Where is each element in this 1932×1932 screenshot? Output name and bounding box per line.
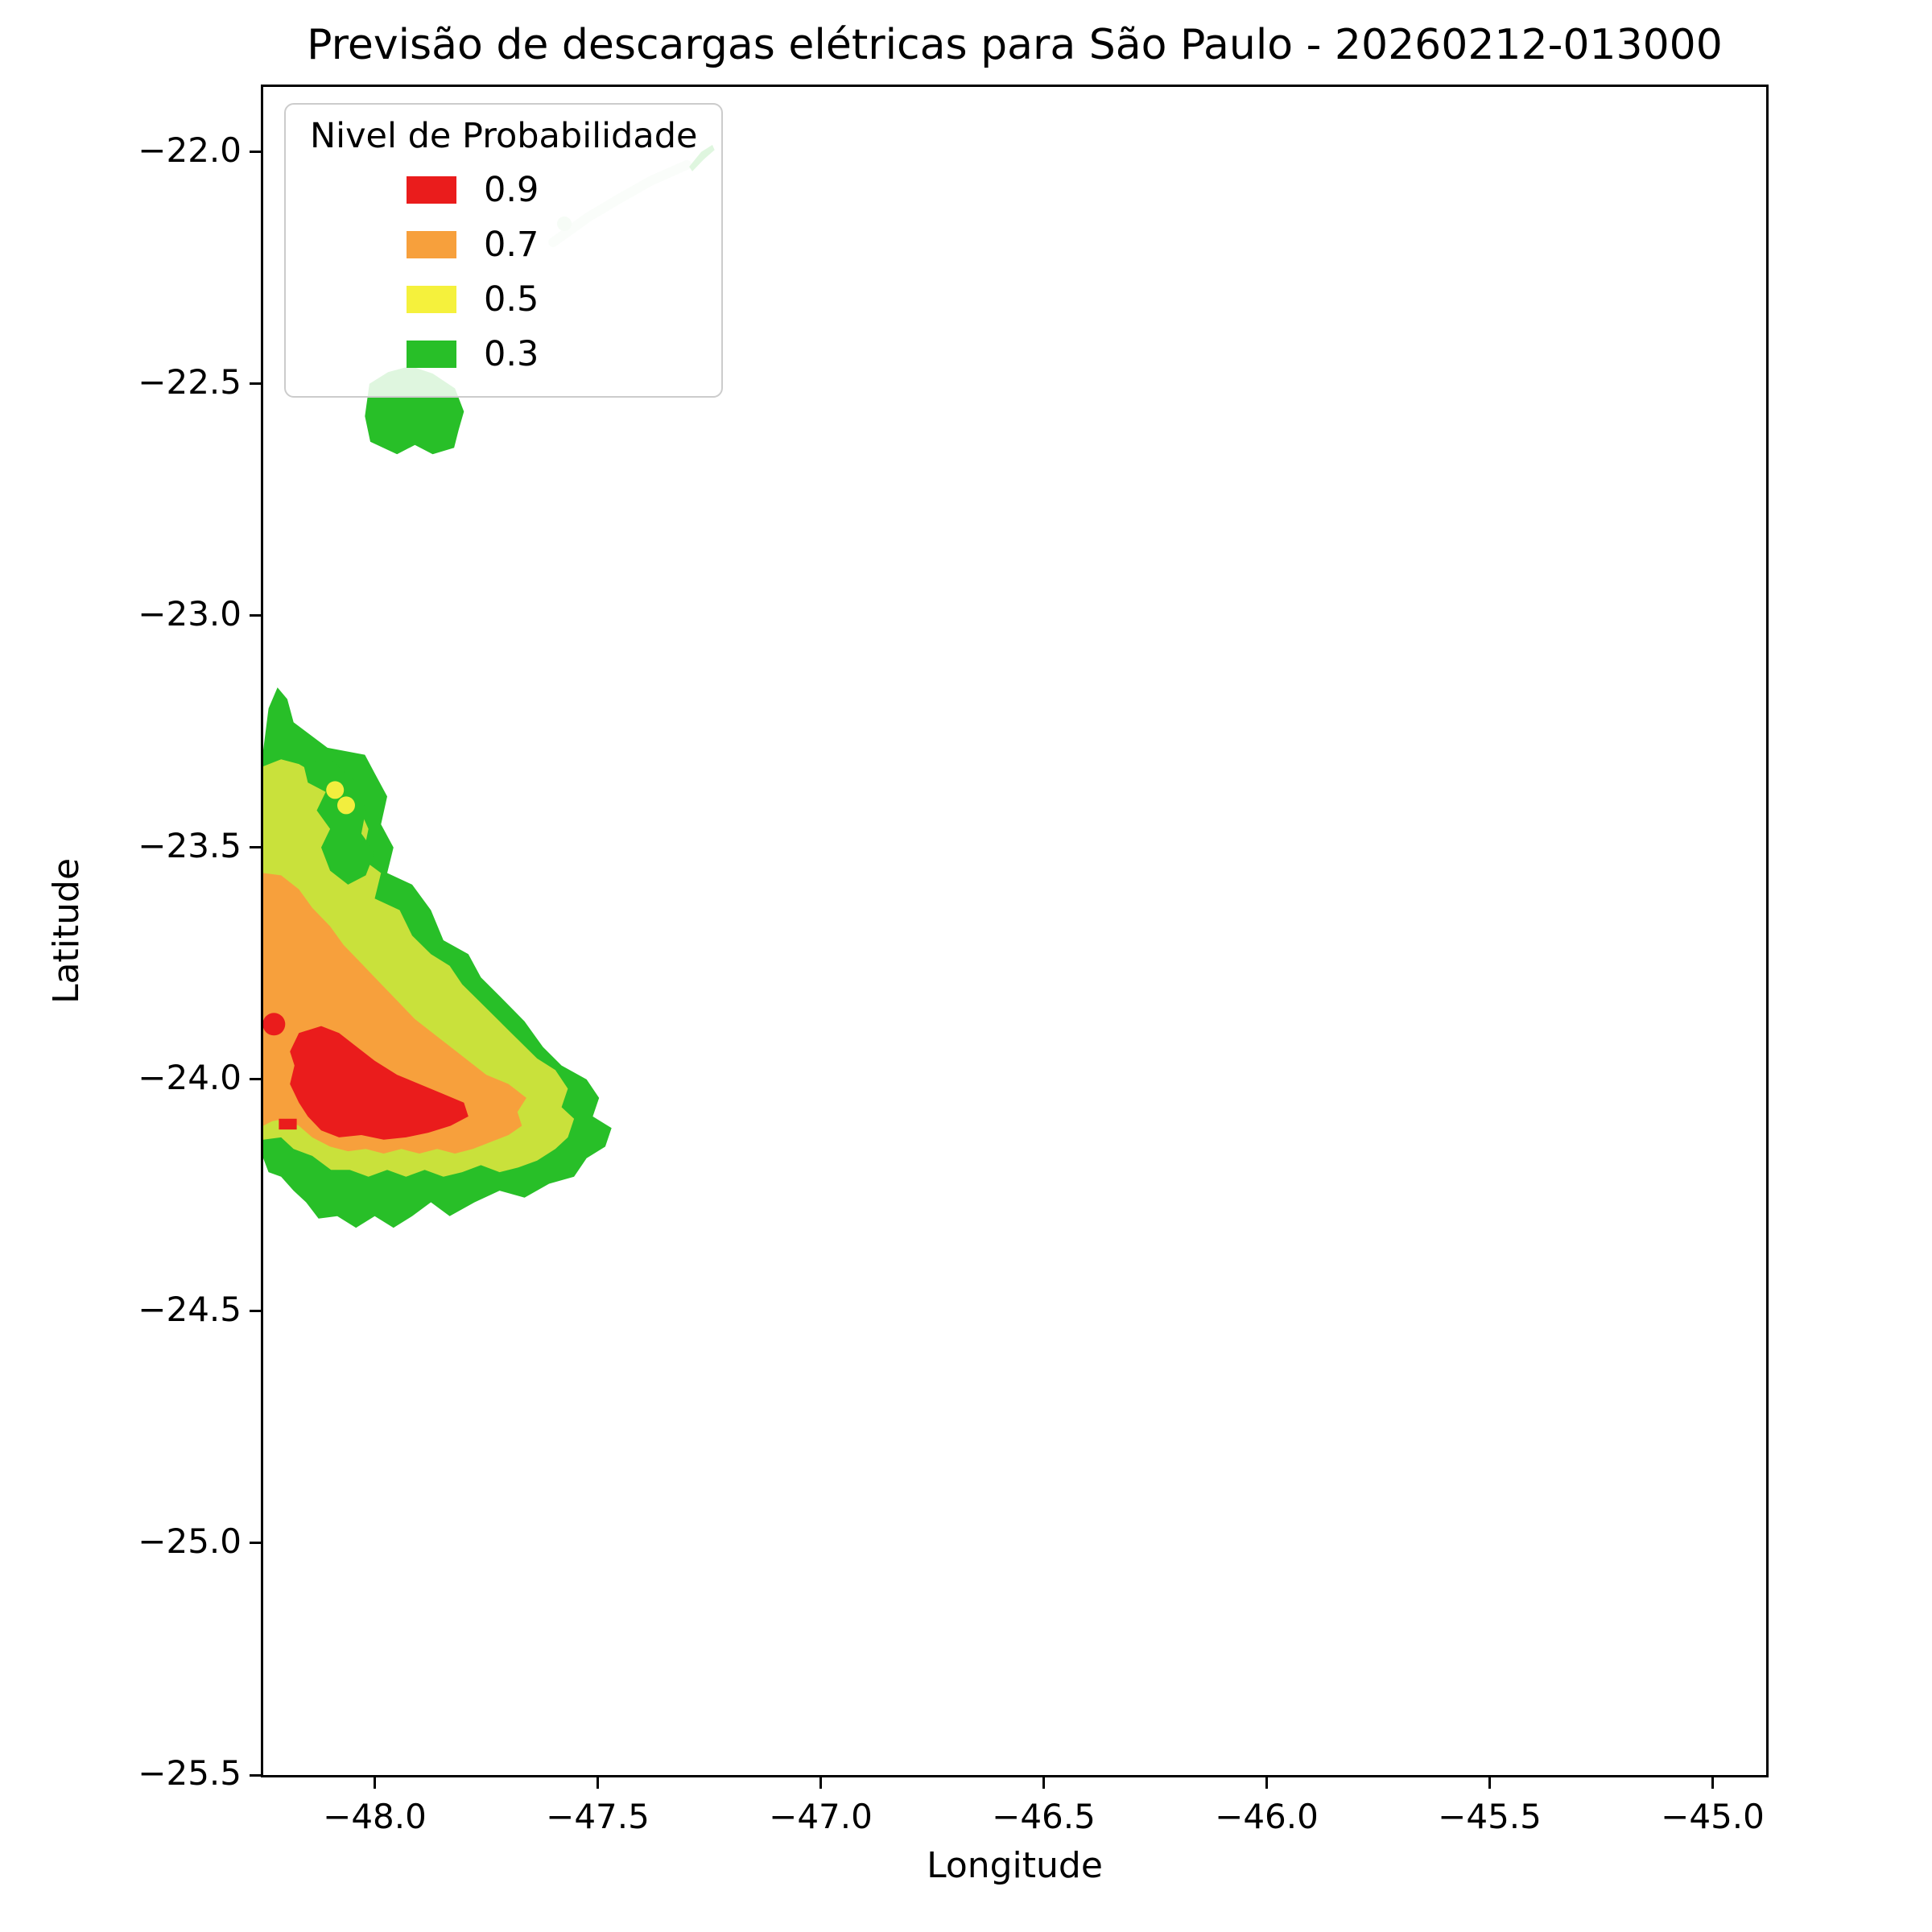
- x-tick-label: −45.0: [1661, 1797, 1765, 1836]
- y-tick-mark: [250, 846, 261, 849]
- y-tick-label: −25.0: [138, 1521, 242, 1561]
- legend-entry: 0.9: [310, 163, 697, 217]
- legend-entry-label: 0.5: [484, 279, 539, 320]
- y-tick-mark: [250, 1773, 261, 1777]
- legend-swatch-icon: [407, 176, 456, 204]
- x-tick-mark: [819, 1777, 822, 1789]
- legend-title: Nivel de Probabilidade: [310, 116, 698, 156]
- y-tick-mark: [250, 1542, 261, 1545]
- red-dot-marker: [263, 1013, 286, 1036]
- y-tick-label: −24.0: [138, 1057, 242, 1097]
- y-tick-mark: [250, 614, 261, 617]
- legend-swatch-icon: [407, 286, 456, 313]
- legend-entry: 0.5: [310, 272, 697, 327]
- legend: Nivel de Probabilidade 0.9 0.7 0.5 0.3: [284, 103, 724, 398]
- legend-entry-label: 0.7: [484, 225, 539, 265]
- y-tick-mark: [250, 382, 261, 386]
- x-tick-mark: [374, 1777, 376, 1789]
- y-tick-label: −22.0: [138, 130, 242, 170]
- yellow-dot-1-marker: [326, 781, 345, 799]
- legend-entry: 0.3: [310, 327, 697, 382]
- plot-area: [261, 85, 1769, 1777]
- x-tick-mark: [1711, 1777, 1715, 1789]
- legend-entry-label: 0.9: [484, 170, 539, 210]
- chart-title: Previsão de descargas elétricas para São…: [307, 21, 1723, 69]
- y-axis-label-wrap: Latitude: [39, 87, 95, 1775]
- y-tick-label: −23.0: [138, 593, 242, 634]
- legend-entries: 0.9 0.7 0.5 0.3: [310, 163, 697, 382]
- x-tick-label: −47.5: [546, 1797, 650, 1836]
- x-tick-label: −48.0: [323, 1797, 427, 1836]
- legend-swatch-icon: [407, 231, 456, 258]
- yellow-dot-2-marker: [337, 796, 355, 815]
- x-tick-mark: [597, 1777, 599, 1789]
- y-tick-label: −24.5: [138, 1289, 242, 1329]
- y-tick-label: −25.5: [138, 1753, 242, 1793]
- x-tick-label: −45.5: [1438, 1797, 1542, 1836]
- x-tick-label: −46.0: [1215, 1797, 1319, 1836]
- x-tick-mark: [1488, 1777, 1492, 1789]
- y-tick-mark: [250, 1078, 261, 1081]
- legend-entry: 0.7: [310, 217, 697, 272]
- y-tick-mark: [250, 151, 261, 154]
- contour-prob-0.9-speck: [279, 1118, 297, 1130]
- y-tick-mark: [250, 1310, 261, 1313]
- x-axis-label: Longitude: [927, 1845, 1103, 1886]
- y-axis-label: Latitude: [46, 857, 88, 1005]
- x-tick-mark: [1042, 1777, 1045, 1789]
- contour-prob-0.9-core: [290, 1026, 469, 1140]
- y-tick-label: −23.5: [138, 825, 242, 865]
- x-tick-label: −46.5: [992, 1797, 1096, 1836]
- legend-entry-label: 0.3: [484, 334, 539, 374]
- legend-swatch-icon: [407, 341, 456, 368]
- x-tick-mark: [1265, 1777, 1268, 1789]
- y-tick-label: −22.5: [138, 361, 242, 402]
- x-tick-label: −47.0: [769, 1797, 873, 1836]
- contour-prob-0.3-island: [303, 759, 375, 885]
